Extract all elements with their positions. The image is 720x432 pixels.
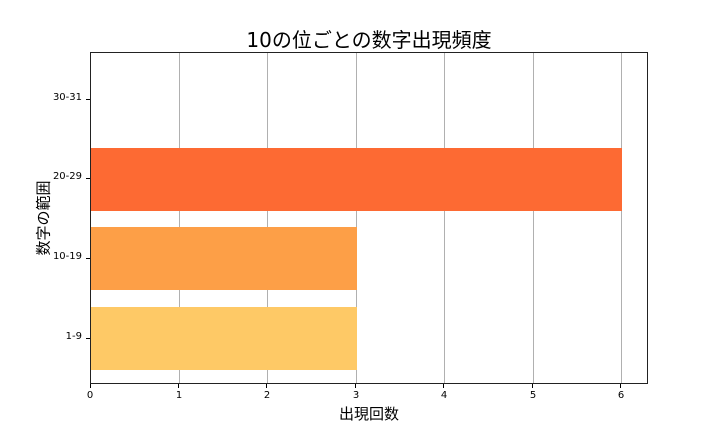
plot-area [90,52,648,384]
gridline-x-5 [533,53,534,383]
gridline-x-1 [179,53,180,383]
gridline-x-4 [444,53,445,383]
ytick [86,338,90,339]
xtick [178,384,179,388]
xtick [90,384,91,388]
bar-1-9 [91,307,357,370]
xtick [532,384,533,388]
xtick-label-6: 6 [617,390,625,401]
ytick-label-1-9: 1-9 [65,331,82,342]
x-axis-title: 出現回数 [338,405,399,423]
xtick [266,384,267,388]
xtick-label-4: 4 [440,390,448,401]
xtick-label-5: 5 [529,390,537,401]
xtick [355,384,356,388]
chart-title: 10の位ごとの数字出現頻度 [246,28,492,52]
gridline-x-6 [621,53,622,383]
ytick-label-30-31: 30-31 [52,92,82,103]
xtick-label-1: 1 [175,390,183,401]
xtick [443,384,444,388]
ytick [86,258,90,259]
gridline-x-2 [267,53,268,383]
ytick [86,178,90,179]
ytick-label-20-29: 20-29 [52,171,82,182]
xtick [620,384,621,388]
gridline-x-3 [356,53,357,383]
ytick [86,99,90,100]
bar-10-19 [91,227,357,290]
bar-20-29 [91,148,622,211]
y-axis: 30-31 20-29 10-19 1-9 [0,52,90,384]
y-axis-title: 数字の範囲 [34,180,53,256]
ytick-label-10-19: 10-19 [52,251,82,262]
xtick-label-0: 0 [86,390,94,401]
xtick-label-3: 3 [352,390,360,401]
x-axis: 0 1 2 3 4 5 6 [86,384,648,414]
xtick-label-2: 2 [263,390,271,401]
